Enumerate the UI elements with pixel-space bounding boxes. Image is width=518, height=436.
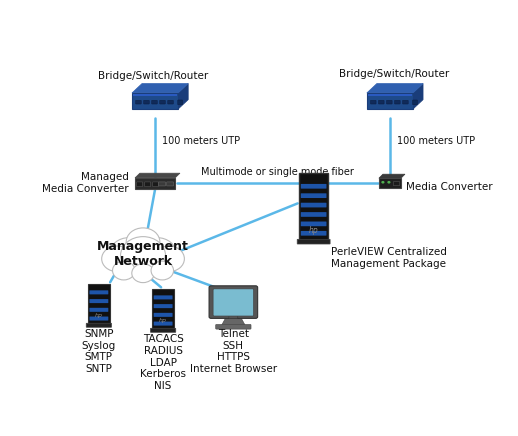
FancyBboxPatch shape — [135, 178, 175, 189]
Circle shape — [138, 238, 176, 270]
FancyBboxPatch shape — [90, 290, 108, 294]
FancyBboxPatch shape — [301, 193, 326, 198]
FancyBboxPatch shape — [402, 100, 408, 104]
FancyBboxPatch shape — [368, 94, 412, 96]
FancyBboxPatch shape — [178, 100, 182, 105]
FancyBboxPatch shape — [150, 328, 176, 332]
FancyBboxPatch shape — [229, 315, 238, 319]
FancyBboxPatch shape — [154, 304, 172, 308]
FancyBboxPatch shape — [413, 100, 418, 105]
Polygon shape — [379, 174, 405, 178]
Polygon shape — [135, 173, 180, 178]
FancyBboxPatch shape — [386, 100, 392, 104]
Circle shape — [381, 181, 384, 184]
FancyBboxPatch shape — [154, 322, 172, 326]
FancyBboxPatch shape — [86, 323, 111, 327]
FancyBboxPatch shape — [209, 286, 257, 318]
FancyBboxPatch shape — [367, 93, 413, 109]
Text: Media Converter: Media Converter — [406, 182, 493, 191]
FancyBboxPatch shape — [88, 284, 110, 324]
Text: hp: hp — [95, 313, 103, 318]
Text: Bridge/Switch/Router: Bridge/Switch/Router — [339, 69, 449, 79]
FancyBboxPatch shape — [370, 100, 376, 104]
FancyBboxPatch shape — [160, 100, 165, 104]
Circle shape — [121, 237, 166, 274]
FancyBboxPatch shape — [154, 295, 172, 300]
FancyBboxPatch shape — [168, 100, 174, 104]
Circle shape — [126, 228, 160, 256]
FancyBboxPatch shape — [133, 94, 177, 96]
FancyBboxPatch shape — [301, 231, 326, 235]
Circle shape — [151, 261, 174, 280]
Polygon shape — [367, 84, 423, 93]
Polygon shape — [178, 84, 188, 109]
FancyBboxPatch shape — [159, 182, 166, 186]
Polygon shape — [413, 84, 423, 109]
Polygon shape — [221, 318, 246, 326]
Text: Telnet
SSH
HTTPS
Internet Browser: Telnet SSH HTTPS Internet Browser — [190, 329, 277, 374]
Text: Multimode or single mode fiber: Multimode or single mode fiber — [201, 167, 354, 177]
FancyBboxPatch shape — [152, 289, 174, 329]
FancyBboxPatch shape — [301, 212, 326, 217]
FancyBboxPatch shape — [90, 308, 108, 312]
FancyBboxPatch shape — [299, 173, 328, 240]
FancyBboxPatch shape — [379, 100, 384, 104]
Text: Bridge/Switch/Router: Bridge/Switch/Router — [98, 71, 208, 81]
FancyBboxPatch shape — [152, 100, 157, 104]
FancyBboxPatch shape — [379, 178, 401, 188]
Circle shape — [387, 181, 391, 184]
FancyBboxPatch shape — [301, 184, 326, 189]
Text: Management
Network: Management Network — [97, 240, 189, 269]
Polygon shape — [132, 84, 188, 93]
Circle shape — [110, 238, 148, 270]
FancyBboxPatch shape — [90, 317, 108, 320]
FancyBboxPatch shape — [215, 324, 251, 329]
Text: TACACS
RADIUS
LDAP
Kerberos
NIS: TACACS RADIUS LDAP Kerberos NIS — [140, 334, 186, 391]
Circle shape — [112, 261, 135, 280]
Text: 100 meters UTP: 100 meters UTP — [162, 136, 240, 146]
FancyBboxPatch shape — [213, 289, 254, 316]
FancyBboxPatch shape — [167, 182, 174, 186]
Text: hp: hp — [309, 226, 319, 235]
FancyBboxPatch shape — [143, 100, 149, 104]
FancyBboxPatch shape — [301, 203, 326, 208]
FancyBboxPatch shape — [132, 93, 178, 109]
FancyBboxPatch shape — [301, 221, 326, 226]
FancyBboxPatch shape — [395, 100, 400, 104]
FancyBboxPatch shape — [90, 299, 108, 303]
FancyBboxPatch shape — [393, 181, 400, 186]
Circle shape — [154, 246, 184, 272]
FancyBboxPatch shape — [297, 239, 330, 244]
FancyBboxPatch shape — [153, 182, 159, 187]
Text: Managed
Media Converter: Managed Media Converter — [42, 173, 129, 194]
Text: 100 meters UTP: 100 meters UTP — [397, 136, 476, 146]
FancyBboxPatch shape — [136, 100, 141, 104]
Circle shape — [102, 246, 132, 272]
Text: hp: hp — [159, 318, 167, 324]
FancyBboxPatch shape — [137, 182, 142, 187]
Text: SNMP
Syslog
SMTP
SNTP: SNMP Syslog SMTP SNTP — [82, 329, 116, 374]
Circle shape — [132, 264, 154, 283]
FancyBboxPatch shape — [154, 313, 172, 317]
Text: PerleVIEW Centralized
Management Package: PerleVIEW Centralized Management Package — [330, 247, 447, 269]
FancyBboxPatch shape — [145, 182, 151, 187]
